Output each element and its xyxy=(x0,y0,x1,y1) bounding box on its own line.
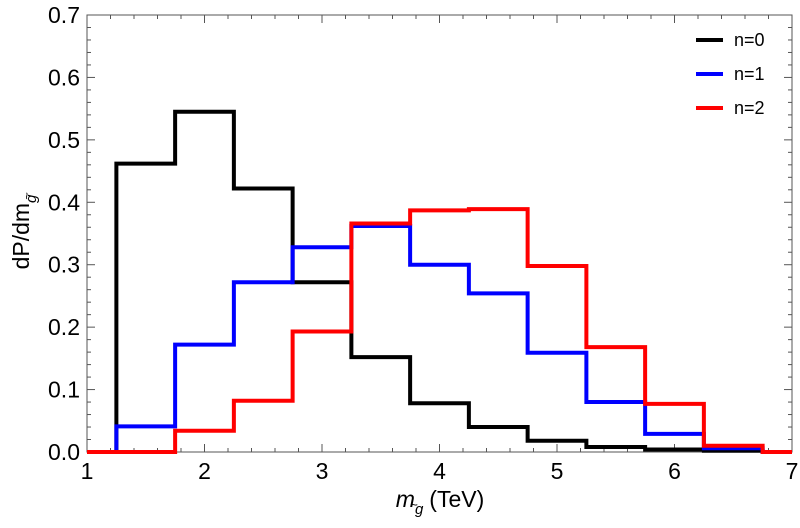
y-tick-label: 0.5 xyxy=(48,127,80,153)
plot-frame xyxy=(86,14,793,453)
axis-tick-labels: 1 2 3 4 5 6 7 0.0 0.1 0.2 0.3 0.4 0.5 0.6 0.7 xyxy=(48,2,798,484)
y-tick-label: 0.0 xyxy=(48,439,80,465)
legend-label-n-2: n=2 xyxy=(734,98,765,118)
x-tick-label: 6 xyxy=(668,458,681,484)
y-axis-base: dP/dm xyxy=(8,203,34,269)
x-tick-label: 5 xyxy=(551,458,564,484)
legend-label-n-0: n=0 xyxy=(734,30,765,50)
x-axis-tilde: ~ xyxy=(410,497,418,512)
x-tick-label: 1 xyxy=(81,458,94,484)
y-tick-label: 0.1 xyxy=(48,377,80,403)
x-tick-label: 2 xyxy=(198,458,211,484)
series-n-0-line xyxy=(87,109,792,454)
axis-ticks xyxy=(86,14,793,453)
series-n-1-line xyxy=(87,224,792,454)
x-tick-label: 4 xyxy=(433,458,446,484)
legend: n=0 n=1 n=2 xyxy=(696,30,765,118)
y-tick-label: 0.3 xyxy=(48,252,80,278)
x-tick-label: 7 xyxy=(786,458,799,484)
series-n-2-line xyxy=(87,207,792,454)
x-tick-label: 3 xyxy=(316,458,329,484)
legend-label-n-1: n=1 xyxy=(734,64,765,84)
y-tick-label: 0.7 xyxy=(48,2,80,28)
y-tick-label: 0.2 xyxy=(48,314,80,340)
x-axis-var: m xyxy=(396,486,415,512)
x-axis-unit: (TeV) xyxy=(429,486,484,512)
x-axis-sub: g xyxy=(415,501,424,518)
y-axis-title-text: dP/dmg xyxy=(8,194,40,269)
y-axis-tilde: ~ xyxy=(19,192,34,200)
y-tick-label: 0.6 xyxy=(48,64,80,90)
series-group xyxy=(87,109,792,454)
y-axis-title: dP/dmg ~ xyxy=(8,192,40,270)
x-axis-title: mg (TeV) xyxy=(396,486,484,518)
y-tick-label: 0.4 xyxy=(48,189,80,215)
y-axis-sub: g xyxy=(23,194,40,203)
